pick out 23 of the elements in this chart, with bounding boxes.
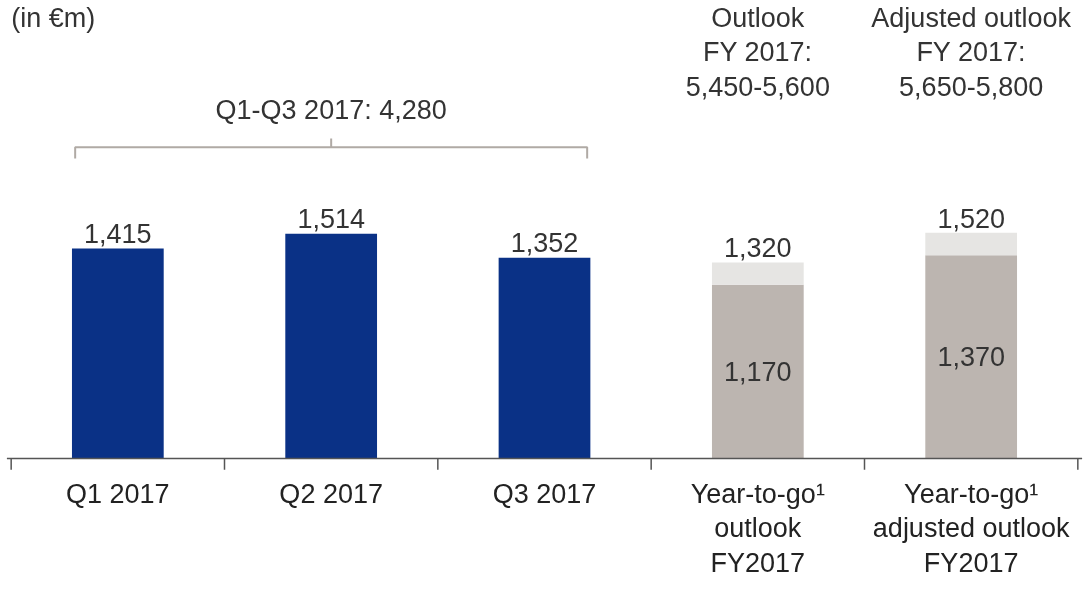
data-label: 1,370 bbox=[937, 342, 1005, 373]
total-label: 1,520 bbox=[937, 203, 1005, 234]
text: (in €m) bbox=[11, 2, 96, 33]
bar bbox=[285, 233, 378, 459]
bar bbox=[711, 284, 804, 459]
bar bbox=[71, 248, 164, 459]
x-tick-label: Year-to-go¹ adjusted outlook FY2017 bbox=[872, 478, 1070, 578]
bar bbox=[925, 255, 1018, 459]
total-label: 1,415 bbox=[84, 219, 152, 250]
total-label: 1,514 bbox=[297, 204, 365, 235]
x-tick-label: Q2 2017 bbox=[279, 478, 383, 509]
x-tick-label: Q3 2017 bbox=[492, 478, 597, 509]
data-label: 1,170 bbox=[724, 357, 792, 388]
x-tick-label: Year-to-go¹ outlook FY2017 bbox=[690, 478, 825, 578]
total-label: 1,352 bbox=[510, 228, 579, 259]
text: Outlook FY 2017: 5,450-5,600 bbox=[685, 2, 830, 102]
bar bbox=[925, 232, 1018, 256]
text: Adjusted outlook FY 2017: 5,650-5,800 bbox=[871, 2, 1072, 102]
x-tick-label: Q1 2017 bbox=[66, 478, 170, 509]
text: Q1-Q3 2017: 4,280 bbox=[215, 95, 447, 126]
bar bbox=[498, 257, 591, 459]
bar bbox=[711, 262, 804, 285]
total-label: 1,320 bbox=[724, 233, 792, 264]
